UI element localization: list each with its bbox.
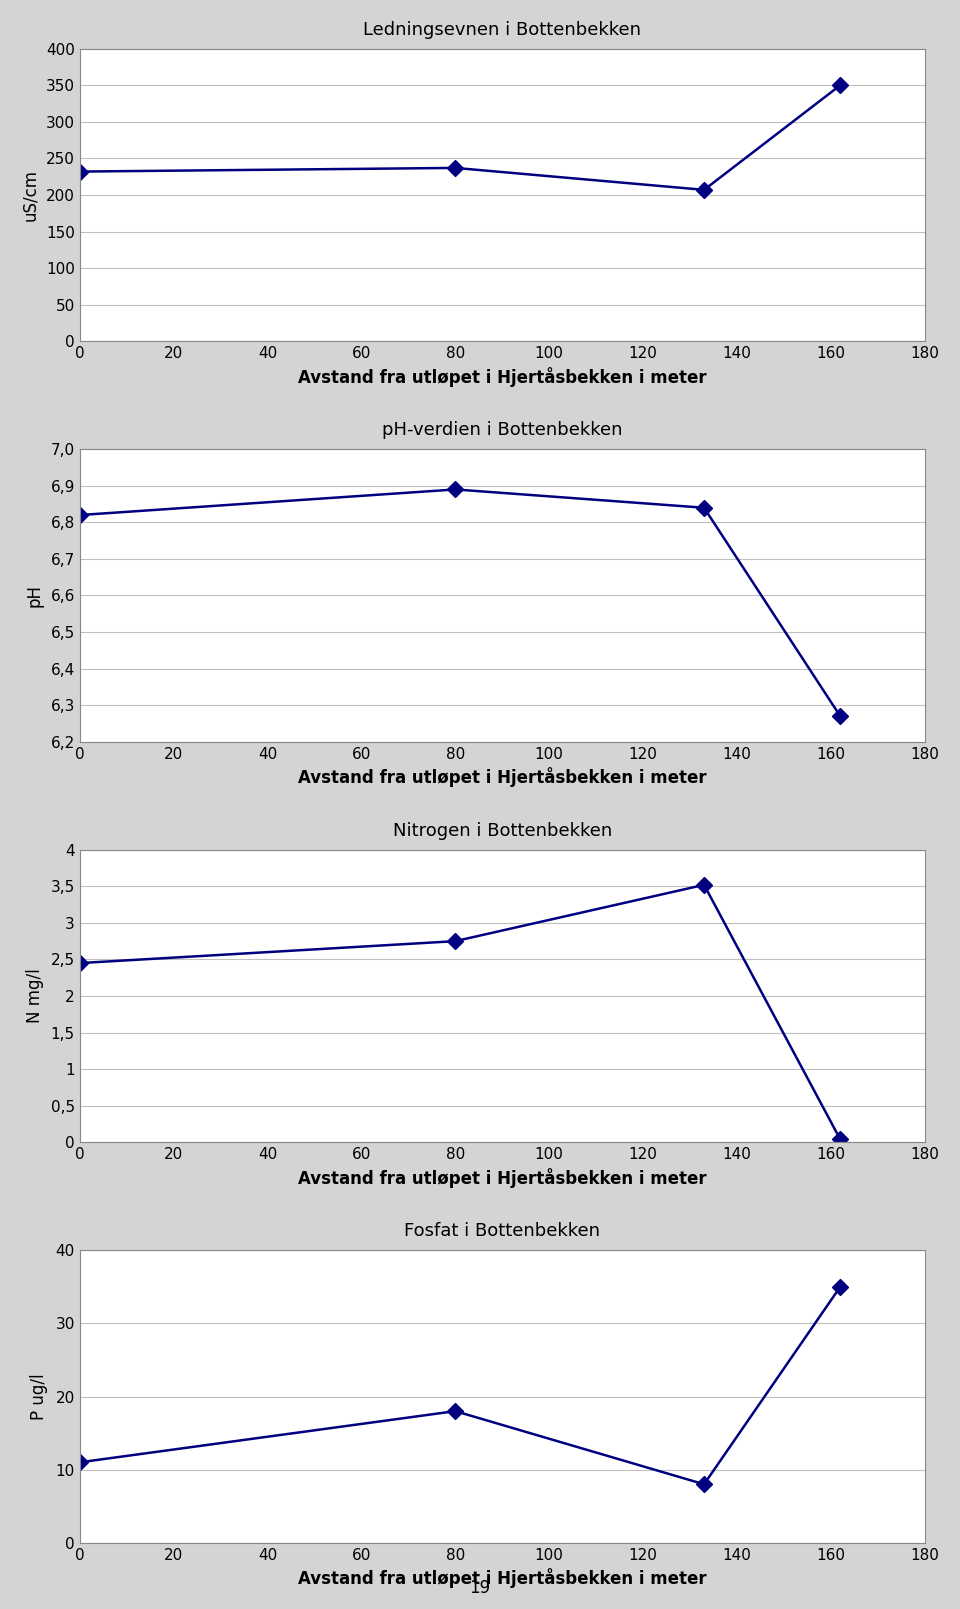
Y-axis label: uS/cm: uS/cm [21,169,38,220]
X-axis label: Avstand fra utløpet i Hjertåsbekken i meter: Avstand fra utløpet i Hjertåsbekken i me… [298,767,707,787]
X-axis label: Avstand fra utløpet i Hjertåsbekken i meter: Avstand fra utløpet i Hjertåsbekken i me… [298,1168,707,1187]
Text: 19: 19 [469,1578,491,1596]
Y-axis label: N mg/l: N mg/l [26,969,43,1023]
Y-axis label: P ug/l: P ug/l [31,1372,48,1419]
Y-axis label: pH: pH [26,584,43,607]
Title: pH-verdien i Bottenbekken: pH-verdien i Bottenbekken [382,422,622,439]
Title: Fosfat i Bottenbekken: Fosfat i Bottenbekken [404,1223,600,1241]
X-axis label: Avstand fra utløpet i Hjertåsbekken i meter: Avstand fra utløpet i Hjertåsbekken i me… [298,367,707,386]
X-axis label: Avstand fra utløpet i Hjertåsbekken i meter: Avstand fra utløpet i Hjertåsbekken i me… [298,1569,707,1588]
Title: Nitrogen i Bottenbekken: Nitrogen i Bottenbekken [393,822,612,840]
Title: Ledningsevnen i Bottenbekken: Ledningsevnen i Bottenbekken [363,21,641,39]
